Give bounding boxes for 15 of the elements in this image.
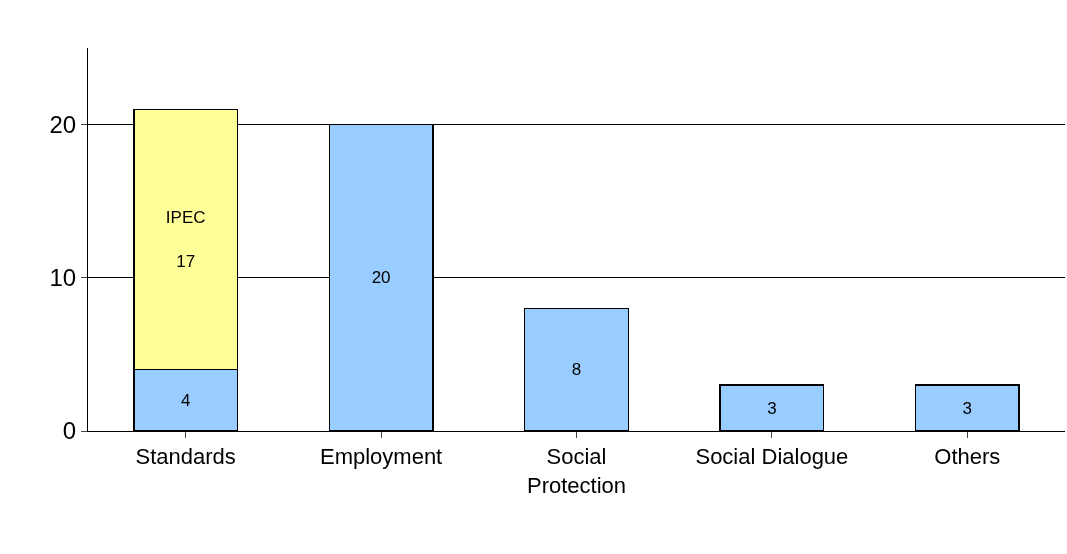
series-label: IPEC: [165, 207, 206, 227]
x-tick-label: Social Protection: [526, 444, 627, 498]
y-tick-label: 0: [62, 417, 77, 445]
data-label: 17: [176, 252, 196, 272]
data-label: 20: [371, 268, 391, 288]
x-tick-label: Employment: [319, 444, 443, 470]
data-label: 3: [767, 398, 777, 418]
x-tick-label: Social Dialogue: [695, 444, 849, 470]
data-label: 4: [180, 390, 191, 410]
y-tick-label: 10: [49, 264, 77, 292]
x-tick-label: Standards: [135, 444, 236, 470]
data-label: 3: [962, 398, 973, 418]
y-tick-label: 20: [49, 111, 77, 138]
data-label: 8: [571, 360, 582, 380]
x-tick-label: Others: [934, 444, 1001, 470]
